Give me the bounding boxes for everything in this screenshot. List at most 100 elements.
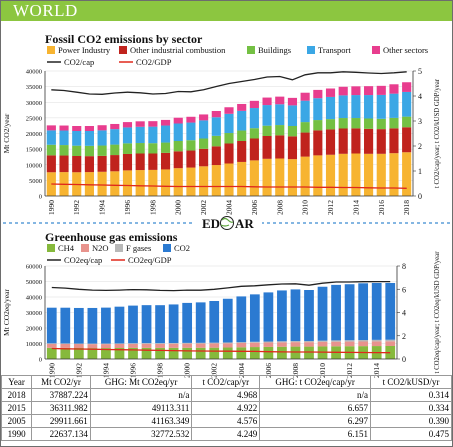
sector-bar-power bbox=[135, 170, 145, 196]
sector-bar-other bbox=[59, 125, 69, 131]
sector-bar-transport bbox=[351, 95, 361, 119]
ghg-bar-ch4 bbox=[73, 347, 84, 359]
ghg-xtick-label: 2002 bbox=[210, 363, 219, 378]
sector-bar-other bbox=[122, 122, 133, 128]
ghg-bar-fgas bbox=[317, 340, 328, 342]
table-column-header: GHG: Mt CO2eq/yr bbox=[89, 375, 193, 389]
sector-bar-other bbox=[84, 126, 94, 131]
ghg-bar-ch4 bbox=[304, 346, 314, 359]
sector-bar-other bbox=[199, 114, 209, 121]
sector-bar-other bbox=[186, 116, 196, 123]
ghg-line-legend-label: CO2eq/cap bbox=[64, 255, 102, 265]
table-cell: 4.922 bbox=[191, 401, 261, 415]
ghg-bar-co2 bbox=[263, 292, 274, 342]
sector-bar-buildings bbox=[173, 141, 183, 152]
sector-bar-transport bbox=[262, 105, 272, 126]
sector-xtick-label: 1998 bbox=[148, 200, 157, 215]
table-cell: 2015 bbox=[0, 401, 33, 415]
sector-bar-buildings bbox=[72, 145, 82, 156]
ghg-bar-co2 bbox=[101, 307, 111, 344]
ghg-y2tick-label: 6 bbox=[402, 285, 406, 294]
ghg-bar-n2o bbox=[371, 341, 382, 347]
sector-y2tick-label: 0 bbox=[418, 192, 422, 201]
sector-bar-transport bbox=[148, 126, 158, 144]
ghg-bar-co2 bbox=[168, 304, 179, 344]
ghg-bar-fgas bbox=[358, 340, 369, 342]
table-cell: 6.657 bbox=[259, 401, 371, 415]
ghg-legend-label: CH4 bbox=[58, 243, 75, 253]
sector-y2tick-label: 4 bbox=[418, 92, 422, 101]
sector-xtick-label: 2006 bbox=[250, 200, 259, 215]
ghg-bar-co2 bbox=[46, 307, 57, 344]
ghg-bar-n2o bbox=[209, 343, 220, 348]
sector-bar-power bbox=[211, 165, 221, 196]
ghg-bar-co2 bbox=[277, 290, 287, 342]
sector-bar-buildings bbox=[389, 117, 399, 129]
ghg-ytick-label: 10000 bbox=[26, 341, 42, 348]
sector-bar-power bbox=[402, 152, 412, 196]
ghg-bar-fgas bbox=[182, 342, 193, 344]
ghg-bar-co2 bbox=[358, 283, 369, 341]
sector-bar-industry bbox=[351, 128, 361, 154]
table-cell: 0.390 bbox=[369, 414, 453, 428]
table-cell: n/a bbox=[259, 388, 371, 402]
ghg-bar-co2 bbox=[128, 305, 138, 344]
ghg-bar-fgas bbox=[209, 342, 220, 344]
ghg-bar-fgas bbox=[168, 343, 179, 344]
sector-bar-industry bbox=[72, 156, 82, 173]
sector-bar-transport bbox=[211, 117, 221, 136]
ghg-bar-n2o bbox=[236, 343, 247, 348]
table-cell: 36311.982 bbox=[31, 401, 91, 415]
sector-bar-power bbox=[148, 169, 158, 196]
sector-bar-other bbox=[364, 86, 374, 96]
sector-bar-other bbox=[389, 84, 399, 94]
ghg-bar-n2o bbox=[304, 342, 314, 347]
sector-bar-transport bbox=[300, 100, 310, 123]
sector-bar-industry bbox=[249, 138, 259, 161]
table-column-header: t CO2/kUSD/yr bbox=[369, 375, 453, 389]
sector-ytick-label: 20000 bbox=[26, 131, 42, 138]
sector-bar-industry bbox=[287, 136, 298, 160]
ghg-xtick-label: 1996 bbox=[129, 363, 138, 378]
sector-bar-industry bbox=[364, 128, 374, 154]
sector-bar-power bbox=[224, 163, 234, 196]
sector-bar-industry bbox=[275, 135, 285, 159]
table-row: 1990 22637.134 32772.532 4.249 6.151 0.475 bbox=[0, 427, 453, 441]
table-cell: 4.968 bbox=[191, 388, 261, 402]
sector-bar-industry bbox=[300, 132, 310, 157]
sector-bar-power bbox=[262, 158, 272, 196]
ghg-ylabel: Mt CO2eq/year bbox=[2, 289, 11, 336]
sector-legend-swatch bbox=[119, 46, 127, 54]
sector-ytick-label: 5000 bbox=[29, 178, 42, 185]
ghg-bar-co2 bbox=[141, 305, 152, 344]
ghg-bar-n2o bbox=[222, 343, 233, 348]
table-cell: 32772.532 bbox=[89, 427, 193, 441]
sector-legend-label: Other sectors bbox=[383, 45, 428, 55]
sector-bar-power bbox=[186, 167, 196, 196]
table-cell: 1990 bbox=[0, 427, 33, 441]
table-cell: 0.334 bbox=[369, 401, 453, 415]
ghg-bar-n2o bbox=[263, 342, 274, 347]
ghg-bar-co2 bbox=[331, 284, 341, 341]
sector-ytick-label: 30000 bbox=[26, 100, 42, 107]
ghg-bar-fgas bbox=[263, 341, 274, 343]
ghg-xtick-label: 1990 bbox=[47, 363, 56, 378]
sector-legend-swatch bbox=[47, 46, 55, 54]
sector-legend-label: Other industrial combustion bbox=[130, 45, 226, 55]
sector-legend-swatch bbox=[307, 46, 315, 54]
banner-title: WORLD bbox=[13, 1, 78, 20]
sector-xtick-label: 2012 bbox=[326, 200, 335, 215]
ghg-bar-n2o bbox=[249, 342, 260, 348]
sector-bar-other bbox=[249, 100, 259, 109]
sector-xtick-label: 2016 bbox=[377, 200, 386, 215]
sector-bar-industry bbox=[402, 127, 412, 153]
sector-bar-power bbox=[300, 156, 310, 196]
sector-bar-buildings bbox=[351, 118, 361, 129]
ghg-bar-fgas bbox=[141, 343, 152, 344]
table-cell: 2018 bbox=[0, 388, 33, 402]
ghg-bar-n2o bbox=[46, 343, 57, 348]
sector-bar-industry bbox=[376, 129, 386, 154]
ghg-bar-n2o bbox=[155, 343, 165, 348]
logo-text-right: AR bbox=[235, 216, 254, 231]
ghg-bar-co2 bbox=[182, 302, 193, 343]
